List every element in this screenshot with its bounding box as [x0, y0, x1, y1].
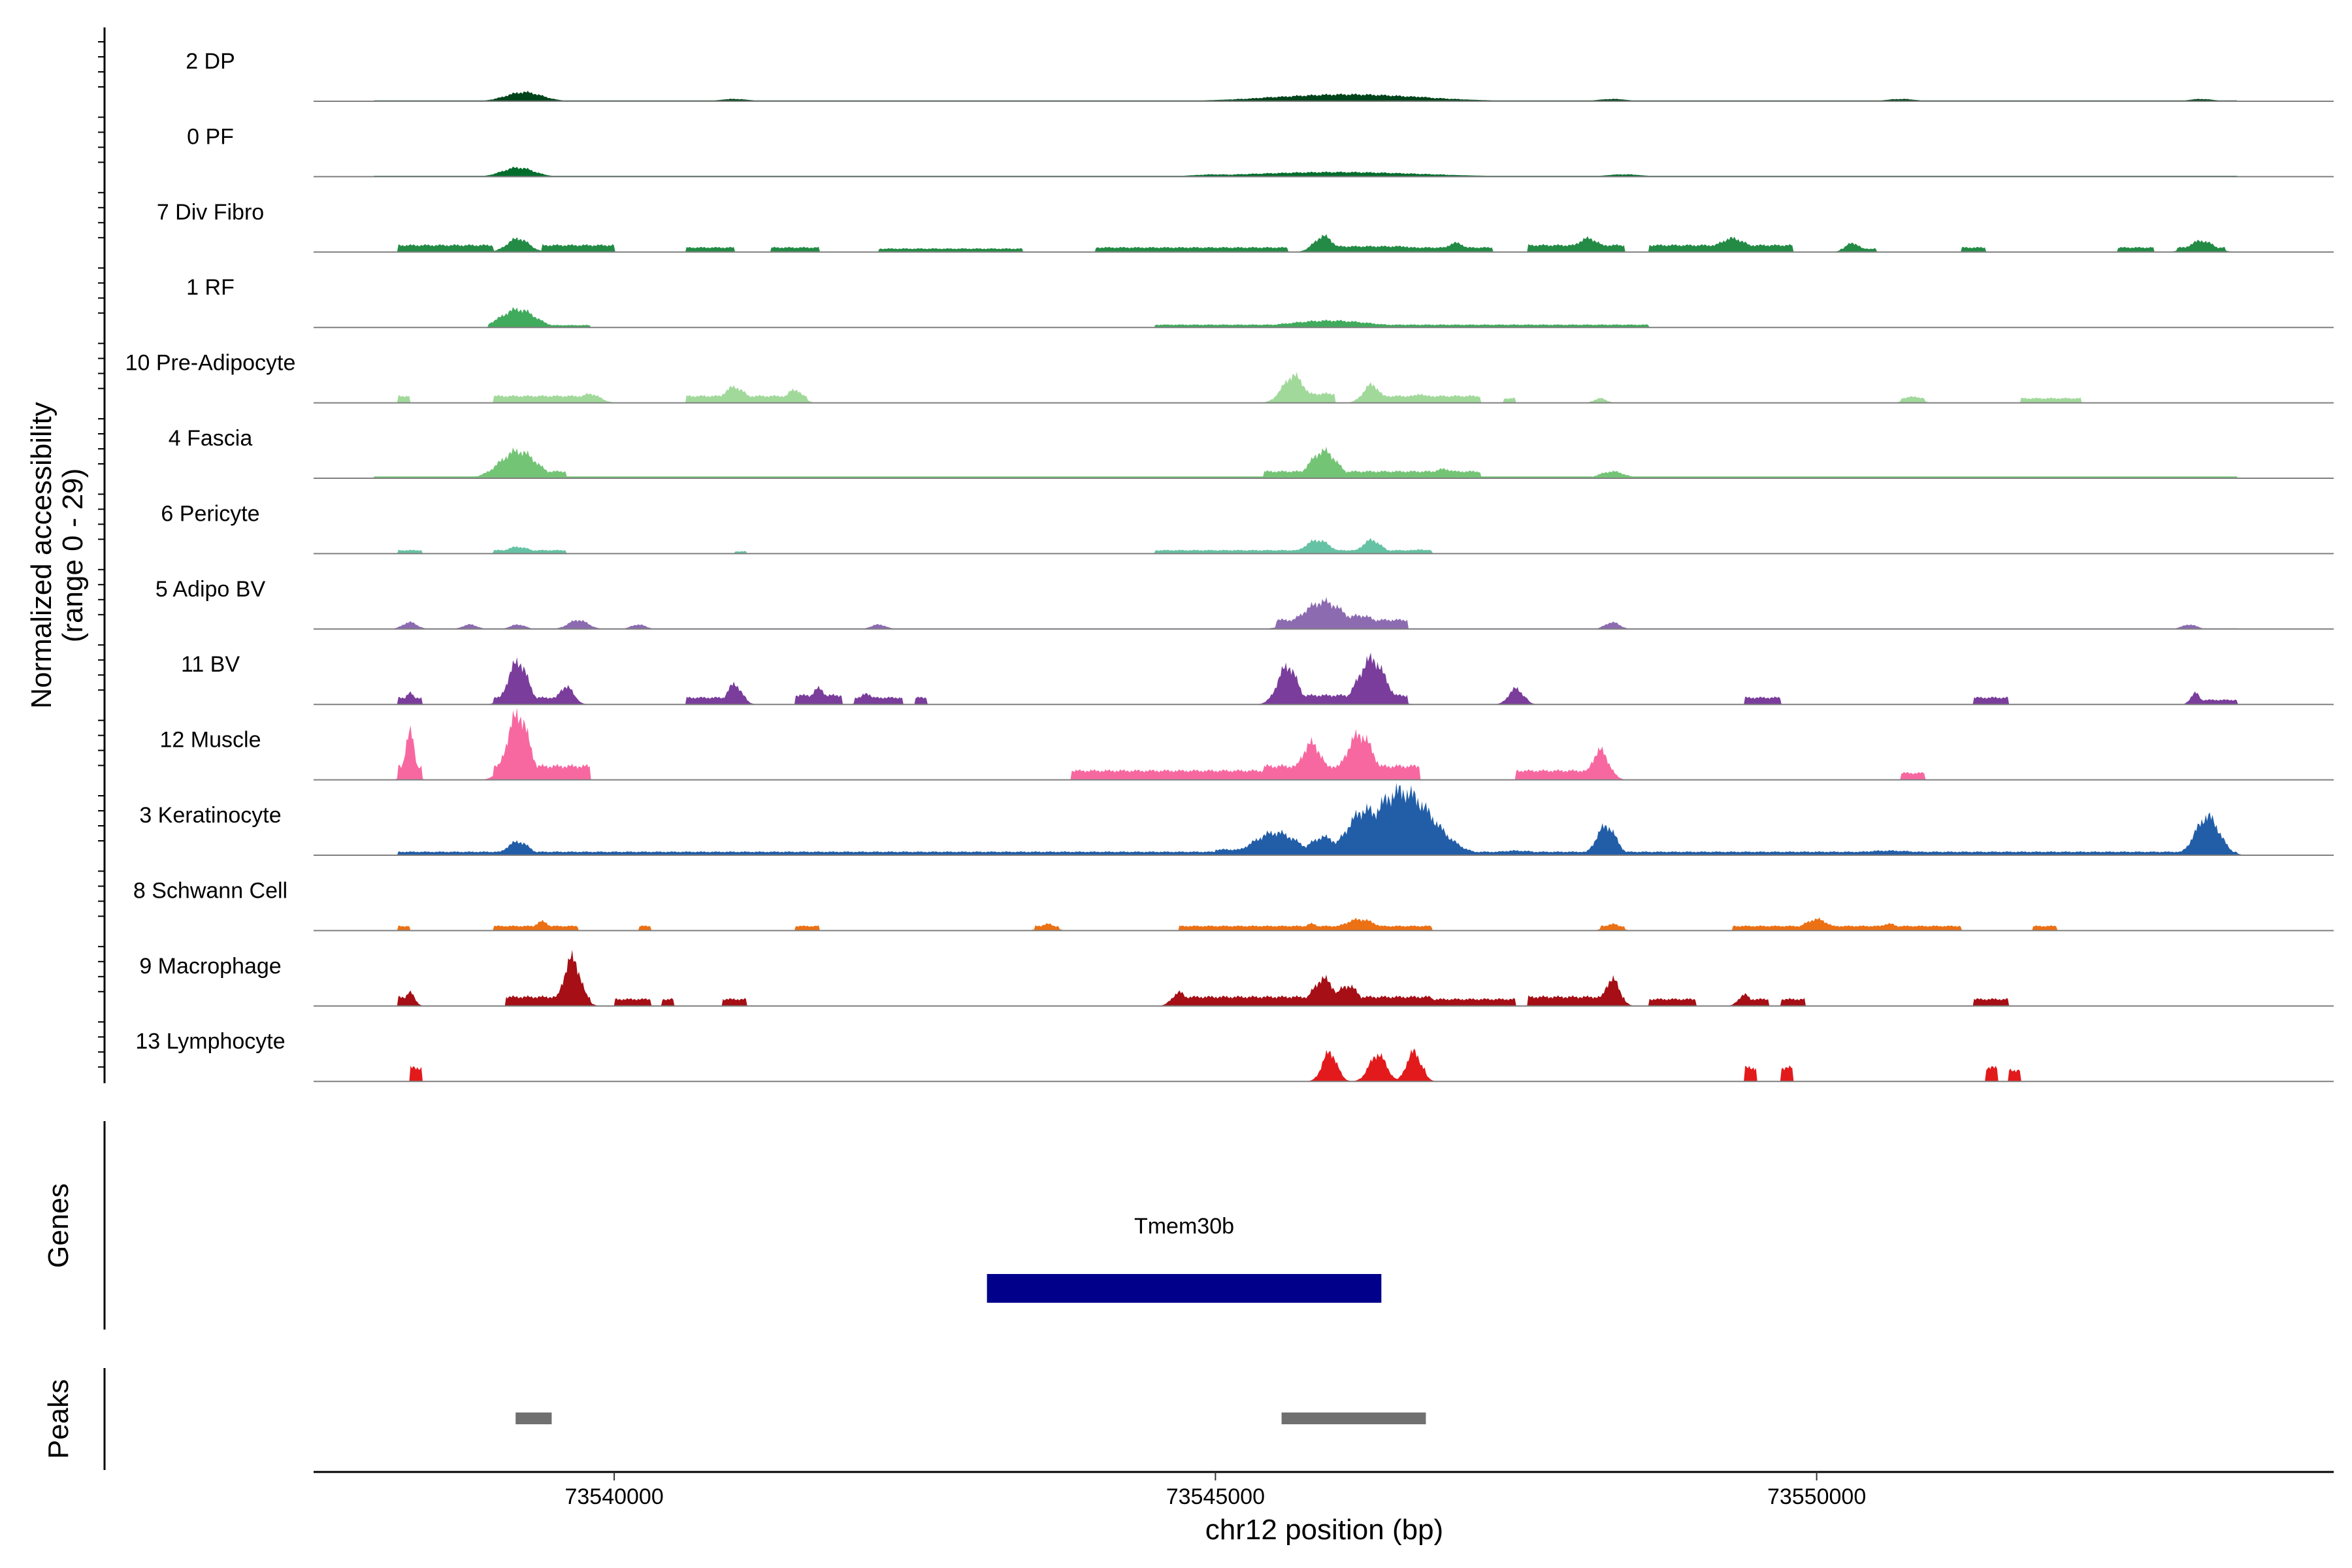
track-coverage-area: [314, 917, 2334, 931]
x-tick-label: 73545000: [1166, 1484, 1265, 1509]
track-coverage-area: [314, 538, 2334, 554]
track-label: 13 Lymphocyte: [135, 1029, 285, 1054]
track-coverage-area: [314, 166, 2334, 177]
genes-panel: Tmem30b: [987, 1214, 1382, 1303]
track-coverage-area: [314, 708, 2334, 780]
track-coverage-area: [314, 783, 2334, 855]
track-label: 1 RF: [186, 275, 235, 300]
track-coverage-area: [314, 234, 2334, 252]
track-coverage-area: [314, 372, 2334, 403]
track-label: 5 Adipo BV: [155, 577, 266, 602]
peaks-panel-label: Peaks: [42, 1379, 74, 1459]
track-coverage-area: [314, 1049, 2334, 1082]
peak-region: [515, 1413, 552, 1424]
track-10: 12 Muscle: [160, 708, 2334, 781]
track-coverage-area: [314, 446, 2334, 478]
track-label: 11 BV: [181, 652, 240, 677]
track-label: 6 Pericyte: [161, 501, 259, 526]
x-axis-ticks: 73540000 73545000 73550000: [564, 1472, 1866, 1509]
track-8: 5 Adipo BV: [155, 577, 2334, 630]
peak-region: [1281, 1413, 1426, 1424]
x-axis-label: chr12 position (bp): [1205, 1514, 1443, 1546]
track-label: 9 Macrophage: [139, 954, 281, 979]
track-label: 3 Keratinocyte: [139, 803, 281, 828]
track-label: 10 Pre-Adipocyte: [125, 351, 296, 376]
track-5: 10 Pre-Adipocyte: [125, 351, 2334, 404]
track-coverage-area: [314, 652, 2334, 705]
gene-label: Tmem30b: [1134, 1214, 1234, 1239]
track-label: 0 PF: [187, 124, 234, 149]
track-coverage-area: [314, 90, 2334, 101]
coverage-tracks: 2 DP 0 PF 7 Div Fibro 1 RF 10 Pre-Adipocyte 4…: [125, 49, 2334, 1083]
track-coverage-area: [314, 596, 2334, 629]
track-label: 7 Div Fibro: [157, 200, 264, 225]
track-3: 7 Div Fibro: [157, 200, 2334, 253]
genes-panel-label: Genes: [42, 1183, 74, 1268]
track-9: 11 BV: [181, 652, 2334, 706]
track-label: 4 Fascia: [169, 426, 253, 451]
track-4: 1 RF: [186, 275, 2334, 329]
y-axis-label-line1: Normalized accessibility: [25, 402, 57, 708]
track-label: 8 Schwann Cell: [133, 878, 287, 903]
track-13: 9 Macrophage: [139, 949, 2334, 1007]
y-axis-label-line2: (range 0 - 29): [57, 468, 89, 643]
coverage-y-axis-ticks: [98, 41, 105, 1068]
x-tick-label: 73550000: [1767, 1484, 1866, 1509]
track-6: 4 Fascia: [169, 426, 2334, 479]
track-14: 13 Lymphocyte: [135, 1029, 2334, 1083]
gene-body: [987, 1274, 1382, 1303]
track-12: 8 Schwann Cell: [133, 878, 2334, 932]
track-11: 3 Keratinocyte: [139, 783, 2334, 856]
track-coverage-area: [314, 306, 2334, 328]
track-2: 0 PF: [187, 124, 2334, 178]
track-label: 12 Muscle: [160, 728, 261, 753]
track-7: 6 Pericyte: [161, 501, 2334, 555]
track-coverage-area: [314, 949, 2334, 1006]
track-label: 2 DP: [186, 49, 235, 74]
x-tick-label: 73540000: [564, 1484, 663, 1509]
track-1: 2 DP: [186, 49, 2334, 102]
peaks-panel: [515, 1413, 1426, 1424]
